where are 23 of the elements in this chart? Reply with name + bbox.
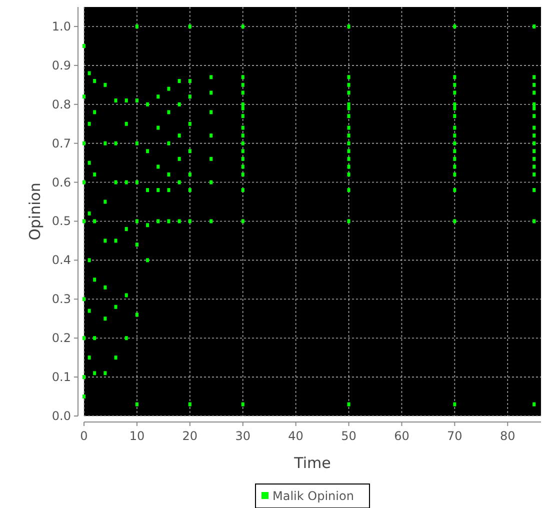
x-tick-label: 50 <box>341 429 356 443</box>
y-tick-label: 0.0 <box>52 409 71 423</box>
x-tick-label: 20 <box>182 429 198 443</box>
x-tick-label: 70 <box>447 429 462 443</box>
x-tick-label: 80 <box>500 429 516 443</box>
x-axis-title: Time <box>293 454 331 472</box>
x-tick-label: 40 <box>288 429 304 443</box>
y-tick-label: 1.0 <box>52 19 71 34</box>
y-tick-label: 0.8 <box>52 97 71 112</box>
y-tick-label: 0.9 <box>52 58 71 72</box>
x-tick-label: 60 <box>394 429 410 443</box>
y-tick-label: 0.2 <box>52 331 71 346</box>
y-axis-title: Opinion <box>26 182 44 240</box>
y-tick-label: 0.4 <box>52 253 71 268</box>
legend-label: Malik Opinion <box>272 489 354 503</box>
x-tick-label: 30 <box>235 429 251 443</box>
y-tick-label: 0.1 <box>52 370 71 384</box>
x-tick-label: 0 <box>80 429 88 443</box>
y-tick-label: 0.7 <box>52 136 71 150</box>
y-tick-label: 0.6 <box>52 175 71 190</box>
x-tick-label: 10 <box>129 429 145 443</box>
y-tick-label: 0.3 <box>52 292 71 306</box>
y-tick-label: 0.5 <box>52 214 71 228</box>
